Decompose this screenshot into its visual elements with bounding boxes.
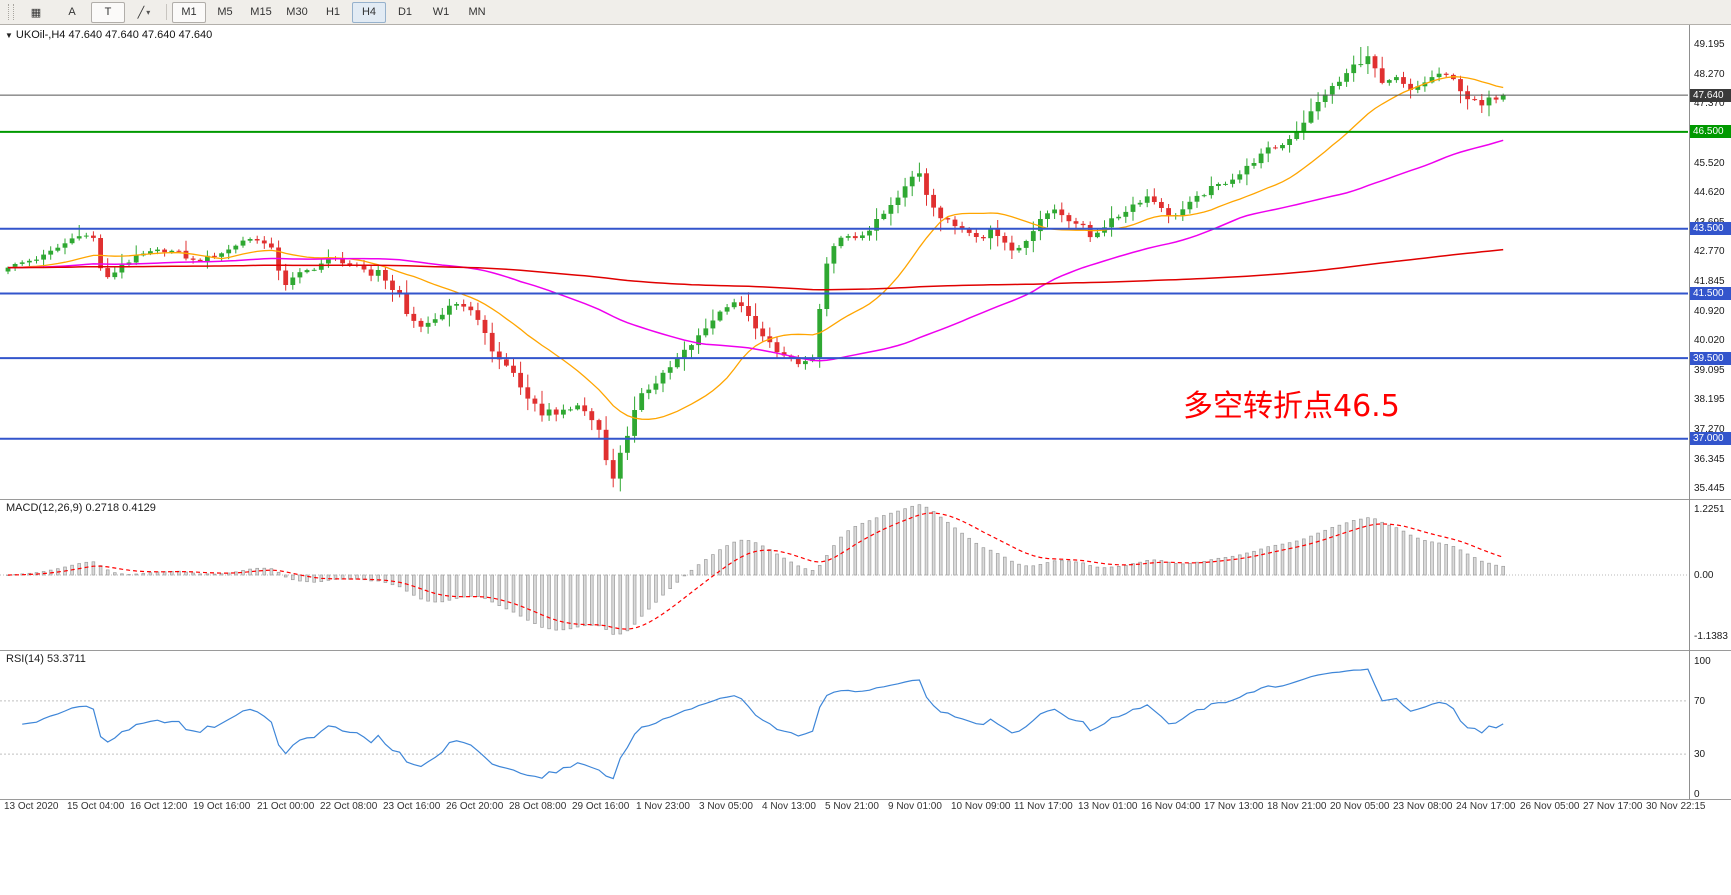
price-badge-41-500: 41.500 (1690, 287, 1731, 300)
date-axis-label: 13 Nov 01:00 (1078, 801, 1138, 812)
macd-axis-label: 1.2251 (1694, 504, 1725, 515)
symbol-ohlc-text: UKOil-,H4 47.640 47.640 47.640 47.640 (15, 29, 213, 41)
panel-separator-rsi[interactable] (0, 650, 1731, 651)
date-axis-label: 4 Nov 13:00 (762, 801, 816, 812)
date-axis[interactable]: 13 Oct 2020 15 Oct 04:00 16 Oct 12:00 19 Oc… (0, 800, 1731, 815)
price-axis-label: 47.370 (1694, 98, 1725, 109)
price-axis-border (1689, 25, 1690, 799)
date-axis-label: 3 Nov 05:00 (699, 801, 753, 812)
date-axis-label: 29 Oct 16:00 (572, 801, 630, 812)
arrow-tool-button[interactable]: A (68, 6, 76, 18)
timeframe-button-h1[interactable]: H1 (325, 6, 341, 18)
price-badge-39-500: 39.500 (1690, 352, 1731, 365)
text-tool-button[interactable]: T (91, 1, 125, 23)
drag-handle[interactable] (8, 4, 14, 20)
timeframe-button-mn[interactable]: MN (468, 6, 486, 18)
date-axis-label: 11 Nov 17:00 (1014, 801, 1073, 812)
date-axis-label: 28 Oct 08:00 (509, 801, 567, 812)
date-axis-label: 20 Nov 05:00 (1330, 801, 1390, 812)
date-axis-label: 13 Oct 2020 (4, 801, 59, 812)
date-axis-label: 18 Nov 21:00 (1267, 801, 1327, 812)
price-axis-label: 41.845 (1694, 276, 1725, 287)
date-axis-label: 23 Oct 16:00 (383, 801, 441, 812)
price-badge-47-640: 47.640 (1690, 89, 1731, 102)
timeframe-button-h4[interactable]: H4 (352, 1, 386, 23)
chart-annotation-text: 多空转折点46.5 (1183, 389, 1400, 424)
rsi-indicator-label: RSI(14) 53.3711 (6, 653, 86, 665)
rsi-axis-label: 70 (1694, 696, 1706, 707)
toolbar: ▦ A T ╱ ▾ M1 M5 M15 M30 H1 H4 D1 W1 MN (0, 0, 1731, 25)
line-style-tool-button[interactable]: ╱ ▾ (137, 6, 151, 19)
timeframe-button-w1[interactable]: W1 (432, 6, 450, 18)
rsi-axis-label: 0 (1694, 789, 1700, 800)
price-badge-46-500: 46.500 (1690, 125, 1731, 138)
dropdown-caret-icon[interactable]: ▾ (146, 7, 151, 17)
price-axis-label: 37.270 (1694, 424, 1725, 435)
date-axis-label: 21 Oct 00:00 (257, 801, 315, 812)
timeframe-button-m5[interactable]: M5 (217, 6, 233, 18)
macd-axis-label: 0.00 (1694, 570, 1714, 581)
date-axis-label: 16 Oct 12:00 (130, 801, 188, 812)
date-axis-label: 15 Oct 04:00 (67, 801, 125, 812)
price-axis-label: 49.195 (1694, 39, 1725, 50)
date-axis-label: 10 Nov 09:00 (951, 801, 1011, 812)
date-axis-label: 27 Nov 17:00 (1583, 801, 1643, 812)
date-axis-label: 23 Nov 08:00 (1393, 801, 1453, 812)
panel-separator-macd[interactable] (0, 499, 1731, 500)
date-axis-label: 5 Nov 21:00 (825, 801, 879, 812)
price-axis-label: 48.270 (1694, 69, 1725, 80)
collapse-arrow-icon[interactable]: ▼ (5, 31, 13, 40)
price-axis-label: 36.345 (1694, 454, 1725, 465)
timeframe-button-m15[interactable]: M15 (250, 6, 272, 18)
date-axis-label: 16 Nov 04:00 (1141, 801, 1201, 812)
date-axis-label: 1 Nov 23:00 (636, 801, 690, 812)
price-axis-label: 35.445 (1694, 483, 1725, 494)
date-axis-label: 26 Nov 05:00 (1520, 801, 1580, 812)
toolbar-separator (166, 4, 167, 20)
price-axis-label: 39.095 (1694, 365, 1725, 376)
date-axis-label: 30 Nov 22:15 (1646, 801, 1706, 812)
date-axis-label: 9 Nov 01:00 (888, 801, 942, 812)
rsi-axis-label: 100 (1694, 656, 1711, 667)
macd-axis-label: -1.1383 (1694, 631, 1728, 642)
price-axis-label: 40.020 (1694, 335, 1725, 346)
macd-indicator-label: MACD(12,26,9) 0.2718 0.4129 (6, 502, 156, 514)
date-axis-label: 22 Oct 08:00 (320, 801, 378, 812)
date-axis-label: 24 Nov 17:00 (1456, 801, 1516, 812)
symbol-info: ▼ UKOil-,H4 47.640 47.640 47.640 47.640 (5, 29, 212, 41)
panel-separator-dates (0, 799, 1731, 800)
date-axis-label: 17 Nov 13:00 (1204, 801, 1264, 812)
price-axis-label: 40.920 (1694, 306, 1725, 317)
price-badge-43-500: 43.500 (1690, 222, 1731, 235)
timeframe-button-m1[interactable]: M1 (172, 1, 206, 23)
timeframe-button-m30[interactable]: M30 (286, 6, 308, 18)
date-axis-label: 19 Oct 16:00 (193, 801, 251, 812)
price-badge-37-000: 37.000 (1690, 432, 1731, 445)
price-axis-label: 38.195 (1694, 394, 1725, 405)
price-axis-label: 45.520 (1694, 158, 1725, 169)
price-axis-label: 44.620 (1694, 187, 1725, 198)
price-axis-label: 42.770 (1694, 246, 1725, 257)
timeframe-button-d1[interactable]: D1 (397, 6, 413, 18)
date-axis-label: 26 Oct 20:00 (446, 801, 504, 812)
chart-grid-icon[interactable]: ▦ (30, 6, 42, 19)
rsi-axis-label: 30 (1694, 749, 1706, 760)
